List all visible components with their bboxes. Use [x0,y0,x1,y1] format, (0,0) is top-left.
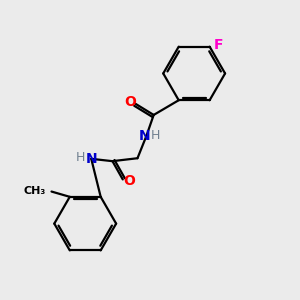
Text: F: F [214,38,224,52]
Text: O: O [124,95,136,109]
Text: N: N [139,129,151,143]
Text: H: H [75,151,85,164]
Text: CH₃: CH₃ [23,186,46,196]
Text: O: O [123,174,135,188]
Text: H: H [151,129,160,142]
Text: N: N [85,152,97,166]
